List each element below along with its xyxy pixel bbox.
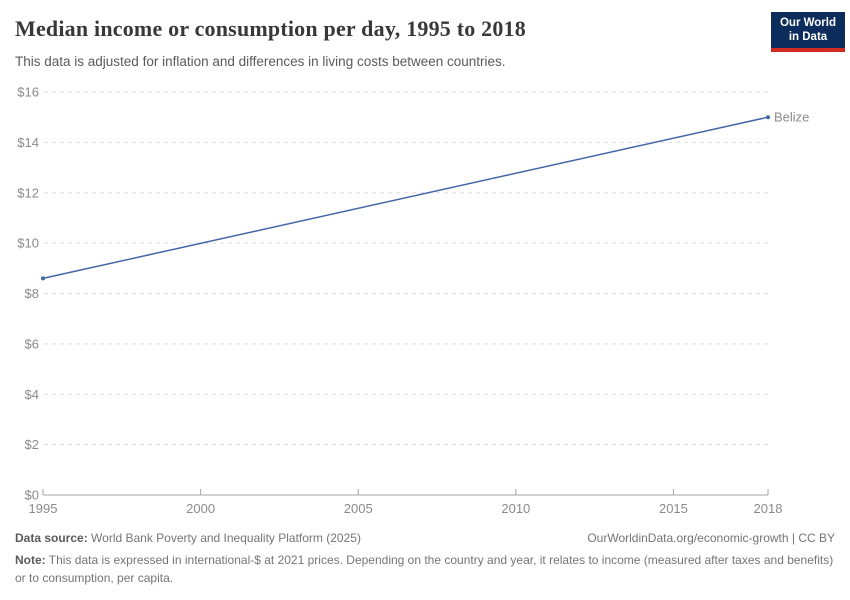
owid-logo-line2: in Data	[788, 30, 828, 43]
y-tick-label: $16	[17, 85, 39, 100]
y-tick-label: $14	[17, 135, 39, 150]
y-tick-label: $4	[25, 387, 39, 402]
data-source: Data source: World Bank Poverty and Ineq…	[15, 530, 361, 547]
note-label: Note:	[15, 553, 46, 568]
y-tick-label: $6	[25, 336, 39, 351]
x-tick-label: 2015	[659, 501, 688, 516]
series-line	[42, 116, 769, 280]
note: Note: This data is expressed in internat…	[15, 552, 835, 587]
note-text: This data is expressed in international-…	[15, 553, 834, 585]
source-row: Data source: World Bank Poverty and Ineq…	[15, 530, 835, 547]
y-tick-label: $10	[17, 236, 39, 251]
y-tick-label: $12	[17, 185, 39, 200]
x-tick-label: 2000	[186, 501, 215, 516]
owid-logo-line1: Our World	[779, 17, 836, 29]
series-label[interactable]: Belize	[774, 110, 809, 125]
citation-link[interactable]: OurWorldinData.org/economic-growth | CC …	[587, 531, 835, 545]
x-tick-label: 2018	[754, 501, 783, 516]
y-tick-label: $8	[25, 286, 39, 301]
x-tick-label: 2010	[501, 501, 530, 516]
data-source-value: World Bank Poverty and Inequality Platfo…	[87, 531, 361, 545]
data-source-label: Data source:	[15, 531, 88, 545]
y-tick-label: $2	[25, 437, 39, 452]
series-endpoint-marker	[41, 276, 45, 281]
series-endpoint-marker	[766, 115, 770, 120]
y-tick-label: $0	[25, 488, 39, 503]
chart-footer: Data source: World Bank Poverty and Ineq…	[15, 530, 835, 587]
owid-logo[interactable]: Our World in Data	[771, 12, 845, 53]
line-chart: $0 $2 $4 $6 $8 $10 $12 $14 $16 1995 2000 2005 2010 20…	[17, 85, 809, 517]
chart-subtitle: This data is adjusted for inflation and …	[15, 54, 506, 69]
chart-title: Median income or consumption per day, 19…	[15, 16, 526, 41]
x-tick-label: 1995	[29, 501, 58, 516]
x-tick-label: 2005	[344, 501, 373, 516]
chart-header: Median income or consumption per day, 19…	[0, 0, 850, 80]
